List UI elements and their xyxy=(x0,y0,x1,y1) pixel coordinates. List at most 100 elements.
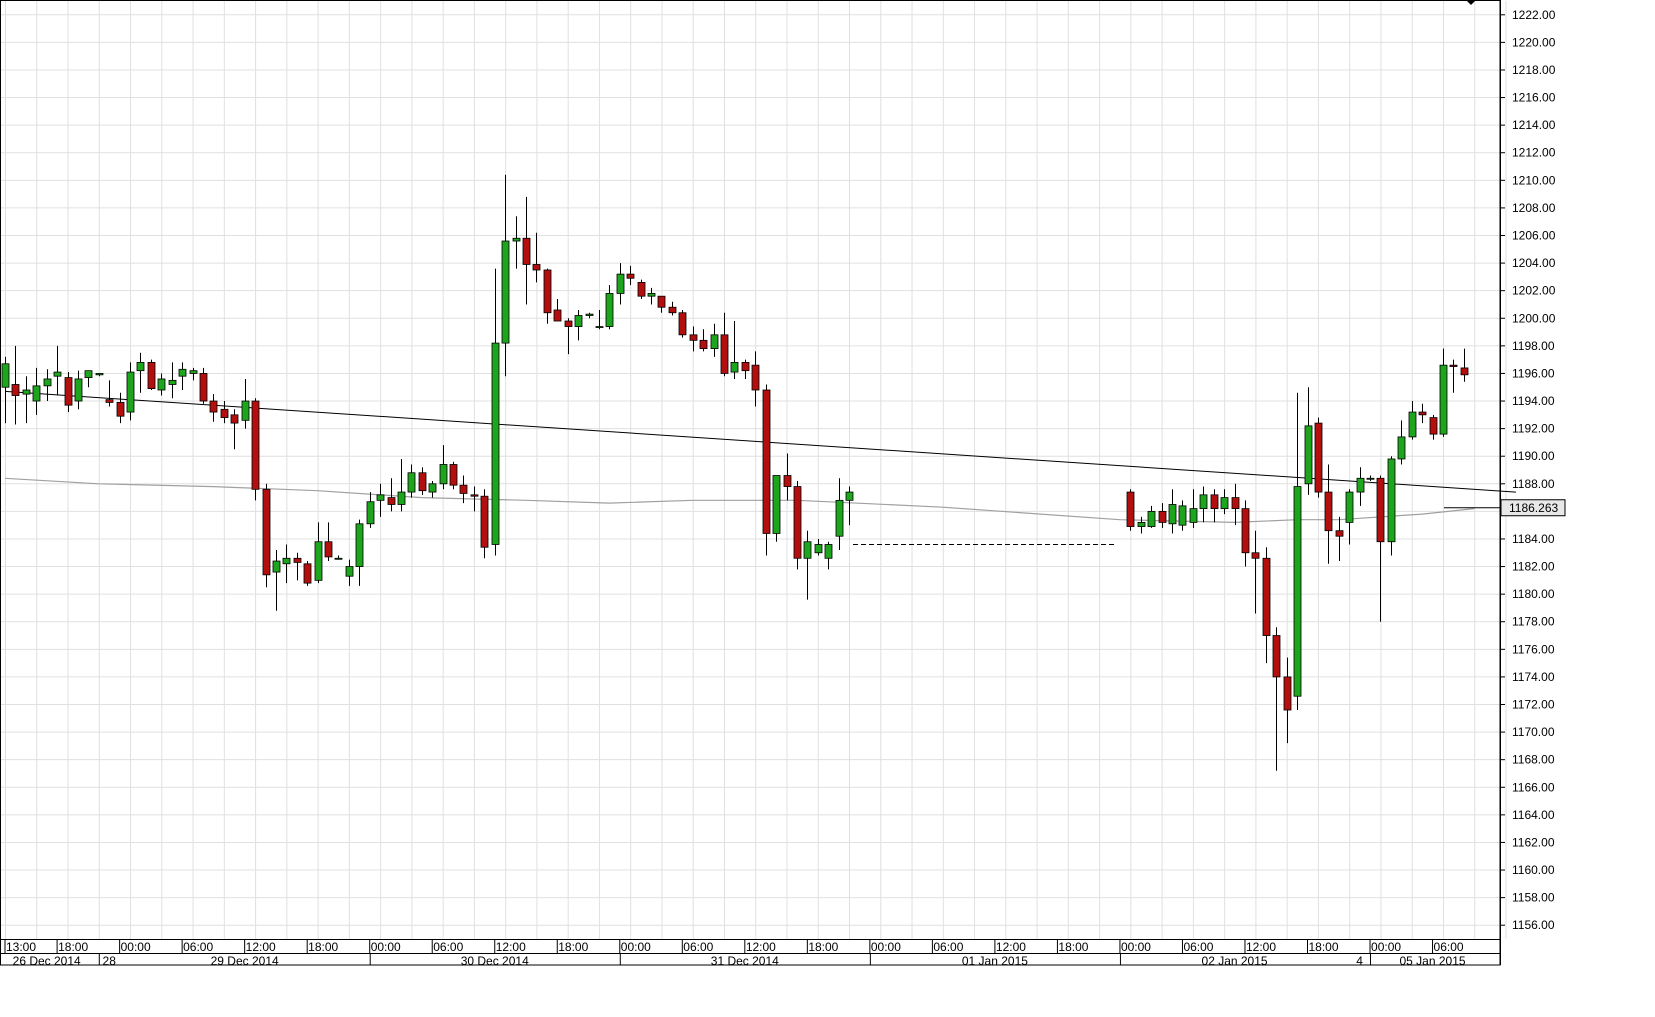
x-time-label: 06:00 xyxy=(683,940,713,954)
candle-up xyxy=(1178,505,1187,526)
candle-up xyxy=(126,371,135,413)
candle-down xyxy=(1262,557,1271,636)
last-price-marker: 1186.263 xyxy=(1444,499,1566,517)
candle-down xyxy=(147,362,156,390)
candle-down xyxy=(220,408,229,418)
y-tick-label: 1216.00 xyxy=(1512,91,1556,105)
candle-up xyxy=(407,472,416,493)
last-price-box xyxy=(1500,499,1566,517)
candle-down xyxy=(689,334,698,341)
candle-up xyxy=(428,483,437,493)
candle-down xyxy=(1335,530,1344,537)
x-time-label: 13:00 xyxy=(6,940,36,954)
candle-up xyxy=(32,385,41,402)
candle-down xyxy=(626,273,635,279)
candle-up xyxy=(178,368,187,377)
candle-up xyxy=(95,373,104,376)
candle-down xyxy=(751,364,760,391)
candle-down xyxy=(418,472,427,492)
y-tick-label: 1214.00 xyxy=(1512,118,1556,132)
x-time-label: 18:00 xyxy=(558,940,588,954)
candle-down xyxy=(1314,422,1323,493)
candle-down xyxy=(1283,676,1292,711)
x-time-label: 12:00 xyxy=(996,940,1026,954)
candle-down xyxy=(1429,417,1438,435)
y-tick-label: 1160.00 xyxy=(1512,863,1555,877)
y-tick-label: 1206.00 xyxy=(1512,229,1556,243)
candle-up xyxy=(1189,508,1198,523)
candle-down xyxy=(1251,552,1260,559)
y-tick-label: 1212.00 xyxy=(1512,146,1556,160)
scroll-marker-icon xyxy=(1466,0,1476,5)
y-tick-label: 1196.00 xyxy=(1512,366,1555,380)
candle-down xyxy=(564,320,573,327)
x-time-label: 06:00 xyxy=(1434,940,1464,954)
y-tick-label: 1190.00 xyxy=(1512,449,1555,463)
chart-grid xyxy=(0,1,1507,939)
x-time-label: 00:00 xyxy=(121,940,151,954)
candle-down xyxy=(543,269,552,314)
x-time-label: 18:00 xyxy=(1309,940,1339,954)
candle-down xyxy=(657,295,666,308)
candle-down xyxy=(1418,411,1427,416)
candle-up xyxy=(730,362,739,373)
candle-up xyxy=(574,315,583,327)
y-tick-label: 1172.00 xyxy=(1512,698,1555,712)
candle-down xyxy=(532,264,541,271)
y-tick-label: 1174.00 xyxy=(1512,670,1555,684)
candle-down xyxy=(1376,477,1385,543)
y-tick-label: 1200.00 xyxy=(1512,311,1556,325)
candle-down xyxy=(293,557,302,563)
x-time-label: 00:00 xyxy=(1371,940,1401,954)
candle-up xyxy=(53,371,62,377)
candle-down xyxy=(1460,367,1469,376)
candle-down xyxy=(678,312,687,336)
y-tick-label: 1158.00 xyxy=(1512,891,1555,905)
candle-up xyxy=(1293,486,1302,697)
x-time-label: 18:00 xyxy=(58,940,88,954)
x-date-label: 05 Jan 2015 xyxy=(1400,954,1466,968)
y-tick-label: 1194.00 xyxy=(1512,394,1555,408)
y-tick-label: 1166.00 xyxy=(1512,780,1555,794)
candle-down xyxy=(741,362,750,372)
candle-down xyxy=(1231,497,1240,510)
x-date-label: 30 Dec 2014 xyxy=(461,954,529,968)
y-tick-label: 1210.00 xyxy=(1512,173,1556,187)
candle-up xyxy=(1356,477,1365,493)
candle-down xyxy=(1272,635,1281,678)
y-tick-label: 1220.00 xyxy=(1512,35,1556,49)
y-tick-label: 1208.00 xyxy=(1512,201,1556,215)
y-tick-label: 1204.00 xyxy=(1512,256,1556,270)
candle-up xyxy=(595,326,604,328)
candle-down xyxy=(209,400,218,413)
candle-up xyxy=(74,378,83,402)
y-tick-label: 1176.00 xyxy=(1512,642,1555,656)
candle-up xyxy=(1387,458,1396,543)
candle-up xyxy=(1366,477,1375,480)
x-time-label: 12:00 xyxy=(1246,940,1276,954)
candle-down xyxy=(11,384,20,396)
candle-up xyxy=(772,475,781,534)
candle-up xyxy=(710,334,719,350)
candle-up xyxy=(282,557,291,565)
y-tick-label: 1162.00 xyxy=(1512,835,1555,849)
x-time-label: 06:00 xyxy=(433,940,463,954)
candle-up xyxy=(1220,497,1229,510)
y-tick-label: 1178.00 xyxy=(1512,615,1555,629)
candle-down xyxy=(1449,364,1458,367)
candle-down xyxy=(199,373,208,402)
candle-down xyxy=(720,334,729,374)
candle-up xyxy=(345,566,354,577)
candle-up xyxy=(803,541,812,559)
candle-up xyxy=(1397,436,1406,460)
candle-up xyxy=(334,557,343,560)
candle-down xyxy=(553,309,562,322)
x-date-label: 02 Jan 2015 xyxy=(1202,954,1268,968)
axes-layer xyxy=(0,0,1501,966)
candle-up xyxy=(491,342,500,545)
y-tick-label: 1222.00 xyxy=(1512,8,1556,22)
x-date-label: 29 Dec 2014 xyxy=(211,954,279,968)
candle-up xyxy=(814,544,823,554)
candle-down xyxy=(105,399,114,403)
